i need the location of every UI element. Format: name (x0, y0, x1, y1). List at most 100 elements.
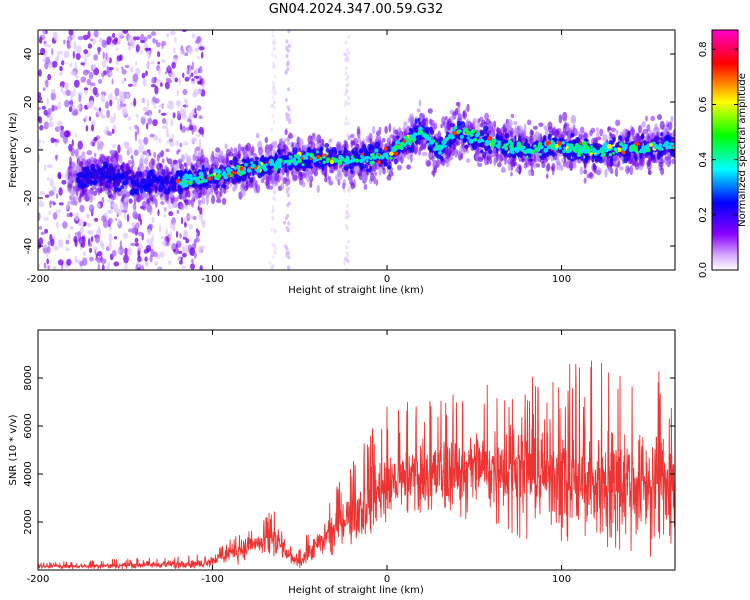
noise-mark (199, 207, 203, 215)
band-mark (248, 153, 252, 158)
noise-mark (50, 92, 56, 101)
streak-mark (344, 116, 348, 121)
noise-mark (114, 96, 118, 101)
core-mark (659, 137, 663, 141)
noise-mark (134, 237, 139, 243)
core-mark (350, 169, 354, 174)
band-mark (431, 170, 435, 176)
streak-mark (271, 216, 275, 221)
noise-mark (111, 78, 114, 85)
noise-mark (179, 232, 182, 239)
core-mark (495, 147, 499, 154)
noise-mark (117, 105, 122, 111)
band-mark (226, 156, 229, 167)
noise-mark (154, 98, 160, 104)
noise-mark (179, 142, 183, 148)
noise-mark (73, 235, 78, 244)
core-mark (80, 181, 86, 188)
streak-mark (273, 197, 277, 202)
streak-mark (271, 52, 274, 57)
core-mark (527, 143, 530, 147)
band-mark (476, 160, 480, 167)
noise-mark (171, 133, 174, 141)
band-mark (305, 168, 311, 176)
noise-mark (124, 64, 130, 69)
core-mark (81, 179, 85, 183)
band-mark (427, 108, 433, 114)
band-mark (614, 160, 618, 166)
core-mark (136, 182, 140, 189)
core-mark (106, 167, 109, 172)
streak-mark (272, 100, 276, 105)
band-mark (487, 123, 493, 131)
noise-mark (83, 49, 89, 55)
noise-mark (85, 213, 90, 220)
noise-mark (111, 128, 115, 134)
noise-mark (52, 185, 57, 192)
noise-mark (42, 245, 48, 249)
noise-mark (56, 120, 63, 126)
streak-mark (286, 228, 290, 233)
streak-mark (271, 33, 275, 38)
core-mark (98, 176, 103, 184)
noise-mark (78, 94, 82, 103)
core-mark (552, 138, 558, 142)
streak-mark (270, 266, 274, 270)
core-mark (152, 183, 155, 188)
noise-mark (160, 235, 164, 240)
core-mark (439, 136, 444, 141)
core-mark (277, 169, 280, 174)
band-mark (194, 155, 199, 161)
noise-mark (106, 109, 110, 119)
noise-mark (107, 199, 113, 203)
band-mark (507, 162, 512, 172)
band-mark (506, 125, 512, 132)
noise-mark (50, 238, 55, 247)
band-mark (388, 123, 392, 133)
streak-mark (272, 105, 276, 110)
band-mark (610, 127, 616, 133)
noise-mark (198, 139, 202, 148)
noise-mark (129, 125, 132, 131)
core-mark (216, 184, 220, 188)
noise-mark (43, 121, 49, 130)
band-mark (309, 181, 313, 188)
noise-mark (168, 211, 174, 217)
band-mark (174, 163, 179, 173)
noise-mark (77, 230, 82, 240)
band-mark (403, 121, 408, 127)
core-mark (247, 176, 251, 179)
band-mark (551, 167, 555, 176)
core-mark (627, 131, 631, 138)
band-mark (373, 175, 377, 185)
noise-mark (70, 70, 77, 76)
noise-mark (92, 65, 96, 70)
core-mark (233, 161, 238, 166)
streak-mark (345, 132, 349, 137)
streak-mark (268, 261, 272, 266)
band-mark (350, 133, 355, 139)
noise-mark (47, 108, 52, 116)
band-mark (518, 125, 523, 135)
noise-mark (66, 213, 70, 218)
streak-mark (346, 58, 350, 63)
noise-mark (38, 201, 45, 208)
band-mark (646, 124, 651, 132)
streak-mark (344, 66, 348, 71)
noise-mark (137, 213, 141, 222)
noise-mark (140, 40, 146, 44)
core-mark (154, 185, 159, 191)
core-mark (331, 146, 337, 153)
noise-mark (116, 67, 119, 72)
noise-mark (89, 204, 95, 213)
core-mark (177, 188, 183, 195)
core-mark (358, 148, 364, 154)
noise-mark (50, 88, 56, 94)
core-mark (415, 141, 419, 145)
band-mark (514, 167, 520, 173)
noise-mark (171, 61, 176, 69)
noise-mark (46, 164, 53, 169)
band-mark (464, 107, 468, 116)
core-mark (139, 184, 144, 189)
noise-mark (73, 79, 80, 88)
